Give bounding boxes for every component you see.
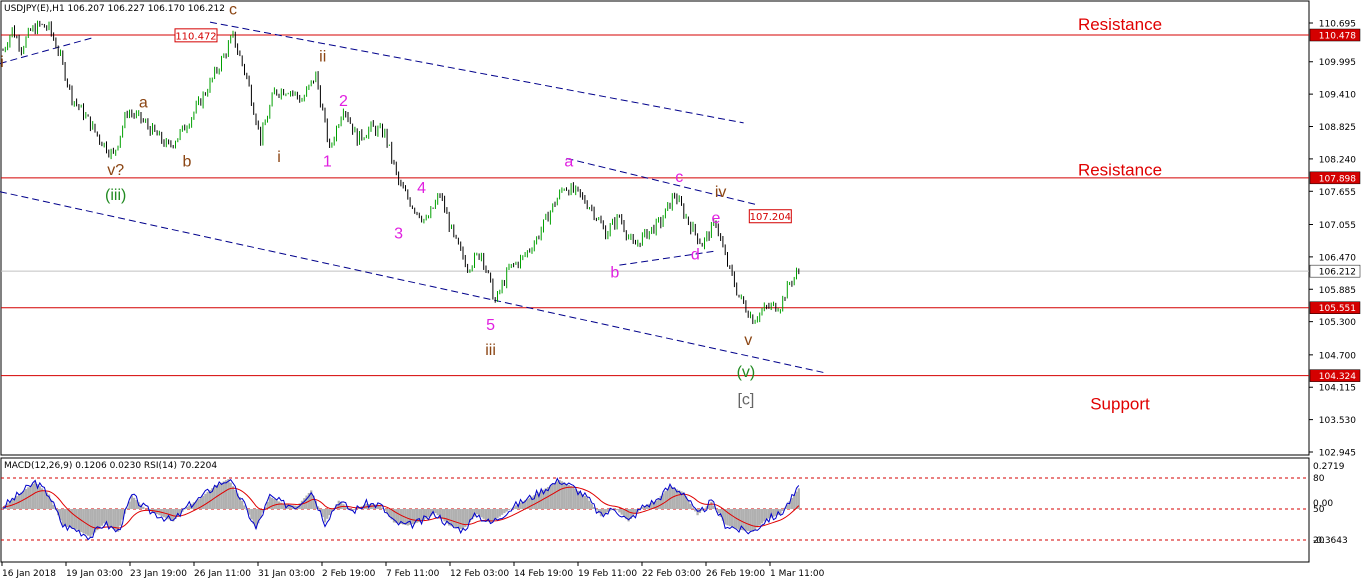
wave-label: 2 — [339, 93, 348, 110]
rsi-tick-label: 80 — [1313, 474, 1325, 484]
x-tick-label: 26 Feb 19:00 — [706, 569, 765, 579]
wave-label: iv — [715, 184, 727, 201]
wave-label: 5 — [486, 317, 495, 334]
y-tick-highlight — [1309, 264, 1361, 278]
wave-label: b — [183, 154, 192, 171]
y-tick-label: 108.825 — [1319, 123, 1356, 133]
y-tick-label: 105.300 — [1319, 318, 1356, 328]
wave-label: (v) — [737, 364, 756, 381]
wave-label: v — [744, 332, 752, 349]
indicator-panel — [0, 457, 1310, 563]
channel-line — [209, 21, 744, 124]
zone-label: Resistance — [1078, 160, 1162, 179]
y-tick-label: 104.324 — [1319, 372, 1356, 382]
x-tick-label: 19 Jan 03:00 — [66, 569, 123, 579]
wave-label: [c] — [737, 392, 754, 409]
wave-label: v? — [107, 162, 124, 179]
wave-label: c — [675, 169, 683, 186]
x-tick-label: 16 Jan 2018 — [2, 569, 56, 579]
x-tick-label: 19 Feb 11:00 — [578, 569, 637, 579]
y-tick-label: 105.551 — [1319, 304, 1356, 314]
y-tick-label: 107.055 — [1319, 221, 1356, 231]
y-tick-highlight — [1309, 301, 1361, 314]
y-tick-label: 103.530 — [1319, 416, 1356, 426]
rsi-line — [2, 477, 800, 541]
y-tick-label: 108.240 — [1319, 155, 1356, 165]
x-tick-label: 12 Feb 03:00 — [450, 569, 509, 579]
wave-label: ii — [319, 48, 326, 65]
y-tick-label: 109.410 — [1319, 91, 1356, 101]
x-tick-label: 31 Jan 03:00 — [258, 569, 315, 579]
rsi-tick-label: 20 — [1313, 536, 1325, 546]
main-panel — [0, 0, 1310, 456]
macd-tick-label: 0.00 — [1313, 499, 1333, 509]
macd-signal-line — [2, 486, 800, 529]
wave-label: iii — [0, 54, 4, 71]
channel-line — [619, 250, 714, 266]
y-tick-label: 104.115 — [1319, 384, 1356, 394]
indicator-header: MACD(12,26,9) 0.1206 0.0230 RSI(14) 70.2… — [4, 461, 218, 471]
wave-label: d — [691, 247, 700, 264]
y-tick-label: 110.695 — [1319, 20, 1356, 30]
y-tick-label: 107.655 — [1319, 188, 1356, 198]
x-tick-label: 26 Jan 11:00 — [194, 569, 251, 579]
price-tag-label: 107.204 — [750, 212, 791, 223]
channel-line — [0, 36, 96, 64]
y-tick-highlight — [1309, 28, 1361, 42]
wave-label: e — [712, 210, 721, 227]
x-tick-label: 7 Feb 11:00 — [386, 569, 440, 579]
y-tick-label: 106.470 — [1319, 253, 1356, 263]
y-tick-label: 107.898 — [1319, 174, 1356, 184]
wave-label: 3 — [394, 226, 403, 243]
wave-label: i — [277, 149, 281, 166]
zone-label: Support — [1090, 395, 1150, 414]
x-tick-label: 2 Feb 19:00 — [322, 569, 376, 579]
wave-label: (iii) — [105, 187, 126, 204]
y-tick-highlight — [1309, 369, 1361, 382]
wave-label: iii — [485, 342, 496, 359]
y-tick-label: 110.478 — [1319, 32, 1356, 42]
macd-tick-label: -0.3643 — [1313, 536, 1348, 546]
x-tick-label: 22 Feb 03:00 — [642, 569, 701, 579]
price-tag-box — [174, 28, 218, 43]
zone-label: Resistance — [1078, 15, 1162, 34]
wave-label: c — [229, 1, 237, 18]
wave-label: b — [610, 264, 619, 281]
chart-header: USDJPY(E),H1 106.207 106.227 106.170 106… — [4, 4, 225, 14]
wave-label: a — [139, 94, 148, 111]
x-tick-label: 14 Feb 19:00 — [514, 569, 573, 579]
wave-label: 1 — [323, 154, 332, 171]
x-tick-label: 1 Mar 11:00 — [770, 569, 825, 579]
wave-label: 4 — [417, 180, 426, 197]
y-tick-label: 104.700 — [1319, 351, 1356, 361]
y-tick-label: 102.945 — [1319, 449, 1356, 459]
price-tag-box — [748, 209, 792, 224]
y-tick-label: 105.885 — [1319, 286, 1356, 296]
price-tag-label: 110.472 — [175, 31, 216, 42]
macd-tick-label: 0.2719 — [1313, 462, 1345, 472]
y-tick-label: 106.212 — [1319, 268, 1356, 278]
rsi-tick-label: 50 — [1313, 505, 1325, 515]
y-tick-highlight — [1309, 171, 1361, 185]
wave-label: a — [564, 154, 573, 171]
y-tick-label: 109.995 — [1319, 58, 1356, 68]
x-tick-label: 23 Jan 19:00 — [130, 569, 187, 579]
